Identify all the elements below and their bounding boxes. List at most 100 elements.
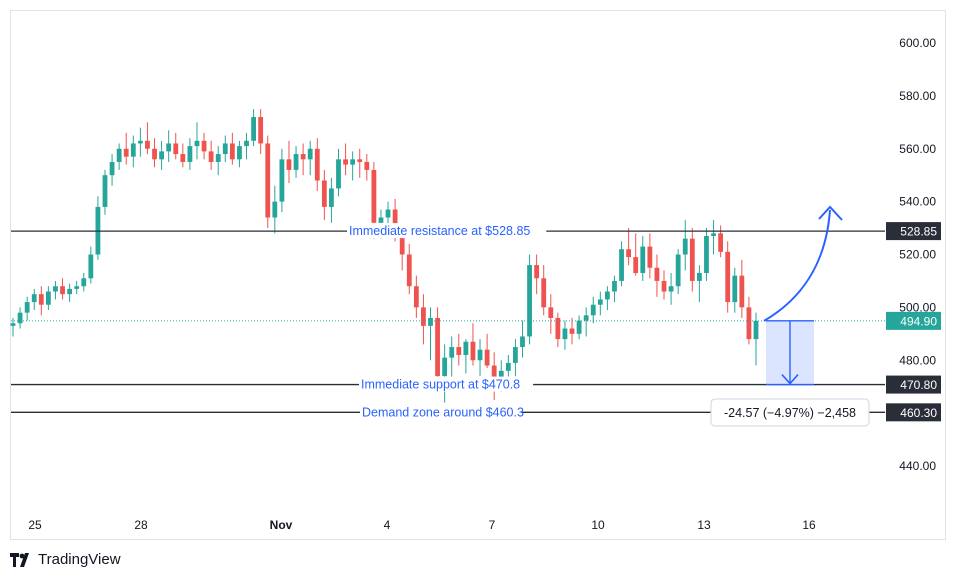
level-price-badge-text: 460.30 — [900, 406, 937, 420]
candle-body — [569, 328, 575, 334]
candle-body — [562, 328, 568, 340]
candle-body — [619, 249, 624, 281]
x-tick-label: 4 — [384, 518, 391, 532]
candle-body — [534, 265, 540, 279]
candle-body — [321, 180, 327, 207]
candle-body — [116, 148, 122, 162]
candle-body — [237, 146, 242, 160]
candle-body — [413, 286, 419, 308]
y-tick-label: 600.00 — [899, 36, 936, 50]
candle-body — [31, 294, 37, 303]
measure-label-box — [710, 398, 870, 427]
candle-body — [668, 286, 674, 292]
candle-body — [746, 307, 752, 340]
candle-body — [654, 267, 660, 281]
candle-body — [272, 201, 278, 218]
tradingview-logo[interactable]: TradingView — [10, 551, 121, 568]
candle-body — [548, 307, 554, 318]
level-price-badge-text: 470.80 — [900, 378, 937, 392]
y-tick-label: 480.00 — [899, 353, 936, 367]
candle-body — [491, 365, 497, 385]
candle-body — [456, 347, 462, 355]
candle-body — [194, 140, 200, 147]
candle-body — [399, 233, 405, 255]
time-axis: 25 28 Nov 4 7 10 13 16 — [28, 518, 816, 532]
candle-body — [385, 209, 391, 218]
candle-body — [24, 302, 30, 313]
candle-body — [258, 117, 264, 144]
candle-body — [251, 117, 256, 141]
candle-body — [689, 238, 695, 281]
candle-body — [675, 254, 681, 287]
candle-body — [739, 275, 745, 308]
candle-body — [265, 143, 271, 218]
level-price-badge-text: 528.85 — [900, 225, 937, 239]
price-axis: 600.00 580.00 560.00 540.00 520.00 500.00 480.… — [899, 36, 936, 473]
x-tick-label: 28 — [134, 518, 148, 532]
candle-body — [704, 235, 709, 274]
brand-name: TradingView — [38, 551, 121, 568]
candle-body — [513, 347, 518, 363]
candle-body — [137, 140, 143, 144]
candle-body — [102, 175, 108, 207]
candle-body — [180, 154, 186, 162]
candle-body — [215, 154, 221, 162]
candle-body — [307, 148, 313, 160]
candle-body — [520, 336, 525, 348]
x-tick-label: 25 — [28, 518, 42, 532]
candle-body — [130, 143, 136, 157]
x-tick-label: 16 — [802, 518, 816, 532]
down-arrow-head-icon — [781, 374, 799, 385]
candle-body — [753, 320, 759, 340]
candle-body — [392, 209, 398, 234]
x-tick-label: Nov — [270, 518, 293, 532]
candle-body — [229, 143, 235, 160]
level-price-badge — [886, 403, 941, 422]
candle-body — [633, 257, 639, 274]
candle-body — [222, 143, 228, 155]
candle-body — [67, 288, 73, 295]
annotations-layer: -24.57 (−4.97%) −2,458 — [710, 205, 870, 427]
y-tick-label: 440.00 — [899, 459, 936, 473]
candle-body — [17, 312, 23, 324]
candle-body — [350, 159, 356, 165]
measure-label-text: -24.57 (−4.97%) −2,458 — [724, 406, 856, 420]
candle-body — [173, 143, 179, 155]
candle-body — [300, 154, 306, 160]
level-label-bg — [359, 376, 534, 392]
tradingview-logo-icon — [10, 552, 29, 567]
candles-layer — [10, 109, 759, 403]
candle-body — [357, 159, 363, 162]
level-label-bg — [347, 223, 547, 239]
candle-body — [123, 148, 129, 157]
level-label-bg — [360, 404, 522, 420]
candle-body — [74, 286, 80, 289]
candle-body — [597, 299, 603, 305]
candle-body — [329, 188, 334, 207]
candle-body — [10, 323, 16, 326]
candle-body — [470, 341, 476, 361]
candle-body — [109, 161, 115, 176]
candle-body — [336, 159, 341, 189]
last-price-badge — [886, 311, 941, 330]
candle-body — [626, 249, 632, 258]
candle-body — [152, 148, 157, 160]
x-tick-label: 10 — [591, 518, 605, 532]
candle-body — [555, 317, 561, 340]
candle-body — [605, 291, 610, 300]
level-label: Immediate support at $470.8 — [361, 378, 520, 392]
candle-body — [45, 291, 51, 305]
candle-body — [293, 154, 299, 170]
candle-body — [711, 233, 716, 236]
level-price-badge — [886, 222, 941, 241]
candle-body — [477, 349, 483, 361]
y-tick-label: 540.00 — [899, 195, 936, 209]
candle-body — [406, 254, 412, 287]
candle-body — [428, 317, 433, 326]
candle-body — [612, 280, 617, 292]
last-price-badge-text: 494.90 — [900, 314, 937, 328]
candle-body — [435, 317, 440, 377]
candle-body — [166, 143, 172, 152]
candle-body — [88, 254, 94, 279]
